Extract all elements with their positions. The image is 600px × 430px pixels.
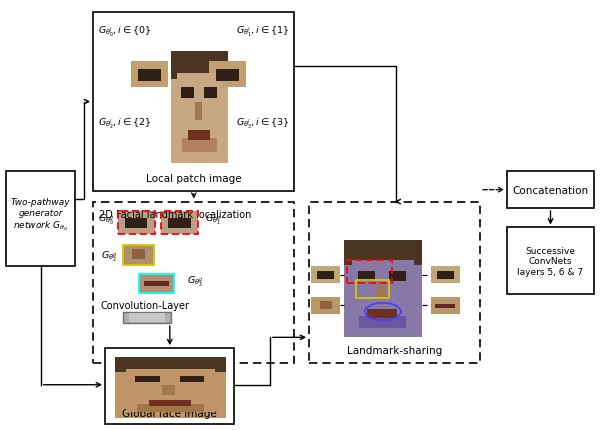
FancyBboxPatch shape — [209, 61, 246, 88]
Text: $G_{\theta_3^g}$: $G_{\theta_3^g}$ — [187, 274, 204, 289]
FancyBboxPatch shape — [311, 298, 340, 314]
FancyBboxPatch shape — [182, 139, 217, 152]
FancyBboxPatch shape — [309, 202, 480, 363]
FancyBboxPatch shape — [171, 52, 228, 163]
FancyBboxPatch shape — [145, 282, 169, 286]
FancyBboxPatch shape — [431, 298, 460, 314]
FancyBboxPatch shape — [507, 172, 594, 209]
Text: $G_{\theta_1^g}$: $G_{\theta_1^g}$ — [205, 212, 222, 227]
FancyBboxPatch shape — [317, 272, 334, 280]
FancyBboxPatch shape — [188, 131, 210, 141]
FancyBboxPatch shape — [179, 376, 204, 383]
FancyBboxPatch shape — [149, 400, 191, 406]
Text: $G_{\theta_0^g}$: $G_{\theta_0^g}$ — [98, 212, 115, 227]
Text: $G_{\theta_2^g}$: $G_{\theta_2^g}$ — [101, 249, 118, 263]
Text: Global face image: Global face image — [122, 408, 217, 418]
Text: $G_{\theta_1^l}, i \in \{1\}$: $G_{\theta_1^l}, i \in \{1\}$ — [236, 25, 289, 39]
FancyBboxPatch shape — [171, 52, 228, 80]
FancyBboxPatch shape — [204, 87, 217, 98]
FancyBboxPatch shape — [115, 357, 226, 418]
FancyBboxPatch shape — [115, 357, 226, 372]
Text: Successive
ConvNets
layers 5, 6 & 7: Successive ConvNets layers 5, 6 & 7 — [517, 246, 584, 276]
Text: Convolution-Layer: Convolution-Layer — [101, 301, 190, 310]
FancyBboxPatch shape — [129, 313, 165, 322]
FancyBboxPatch shape — [125, 218, 148, 229]
FancyBboxPatch shape — [344, 241, 422, 338]
FancyBboxPatch shape — [118, 212, 155, 234]
FancyBboxPatch shape — [216, 70, 239, 82]
FancyBboxPatch shape — [135, 376, 160, 383]
Text: 2D Facial landmark localization: 2D Facial landmark localization — [99, 210, 251, 220]
Text: $G_{\theta_0^l}, i \in \{0\}$: $G_{\theta_0^l}, i \in \{0\}$ — [98, 25, 151, 39]
FancyBboxPatch shape — [344, 241, 422, 265]
FancyBboxPatch shape — [123, 312, 171, 323]
FancyBboxPatch shape — [367, 310, 397, 318]
Text: $G_{\theta_2^l}, i \in \{2\}$: $G_{\theta_2^l}, i \in \{2\}$ — [98, 116, 151, 130]
FancyBboxPatch shape — [6, 172, 75, 267]
FancyBboxPatch shape — [431, 267, 460, 284]
FancyBboxPatch shape — [139, 274, 174, 293]
FancyBboxPatch shape — [377, 286, 386, 301]
FancyBboxPatch shape — [131, 61, 168, 88]
FancyBboxPatch shape — [93, 13, 294, 191]
Text: Landmark-sharing: Landmark-sharing — [347, 346, 442, 356]
FancyBboxPatch shape — [123, 245, 154, 266]
FancyBboxPatch shape — [507, 228, 594, 295]
FancyBboxPatch shape — [359, 316, 406, 328]
FancyBboxPatch shape — [93, 202, 294, 363]
Text: $G_{\theta_3^l}, i \in \{3\}$: $G_{\theta_3^l}, i \in \{3\}$ — [236, 116, 289, 130]
FancyBboxPatch shape — [168, 218, 191, 229]
FancyBboxPatch shape — [137, 405, 204, 412]
FancyBboxPatch shape — [435, 304, 455, 308]
FancyBboxPatch shape — [105, 348, 234, 424]
Text: Two-pathway
generator
network $G_{\theta_G}$: Two-pathway generator network $G_{\theta… — [11, 198, 70, 232]
FancyBboxPatch shape — [181, 87, 194, 98]
FancyBboxPatch shape — [162, 385, 175, 395]
Text: Local patch image: Local patch image — [146, 174, 241, 184]
FancyBboxPatch shape — [161, 212, 198, 234]
FancyBboxPatch shape — [311, 267, 340, 284]
FancyBboxPatch shape — [320, 301, 332, 309]
FancyBboxPatch shape — [127, 369, 215, 412]
FancyBboxPatch shape — [195, 103, 202, 121]
FancyBboxPatch shape — [358, 272, 375, 281]
FancyBboxPatch shape — [133, 249, 145, 260]
FancyBboxPatch shape — [138, 70, 161, 82]
FancyBboxPatch shape — [437, 272, 454, 280]
FancyBboxPatch shape — [389, 272, 406, 281]
FancyBboxPatch shape — [176, 74, 223, 152]
FancyBboxPatch shape — [352, 260, 414, 328]
Text: Concatenation: Concatenation — [512, 185, 589, 195]
